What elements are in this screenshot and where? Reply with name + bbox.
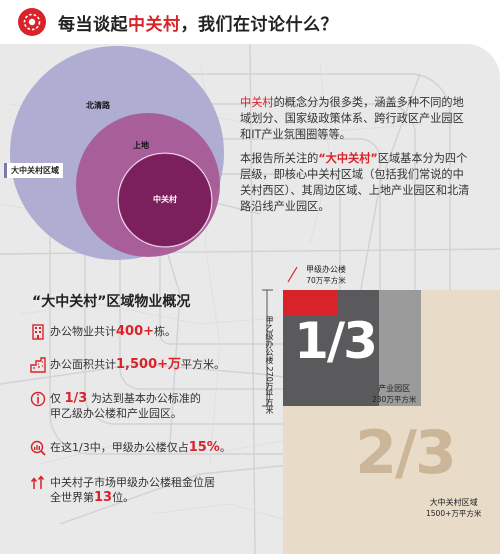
building-icon (32, 324, 44, 340)
stat-5-suffix: 位。 (112, 491, 135, 504)
grade-ab-value: 270万平方米 (265, 366, 274, 414)
description-paragraph-2: 本报告所关注的“大中关村”区域基本分为四个层级，即核心中关村区域（包括我们常说的… (240, 151, 472, 215)
stat-3-prefix: 仅 (50, 392, 65, 405)
city-map-background (0, 44, 500, 554)
area-icon (30, 357, 46, 373)
industrial-park-value: 230万平方米 (372, 395, 417, 404)
stat-1-suffix: 栋。 (154, 325, 177, 338)
grade-a-name: 甲级办公楼 (306, 265, 346, 274)
nested-circles-diagram (10, 46, 224, 260)
grade-ab-name: 甲乙级办公楼 (265, 316, 274, 364)
inner-circle-zhongguancun (119, 154, 211, 246)
fraction-two-thirds: 2/3 (355, 418, 456, 488)
rent-up-icon (30, 475, 45, 489)
stat-4-suffix: 。 (219, 441, 231, 454)
desc-highlight-1: 中关村 (240, 96, 274, 109)
circle-label-beiqinglu: 北清路 (86, 101, 110, 110)
description-paragraph-1: 中关村的概念分为很多类，涵盖多种不同的地域划分、国家级政策体系、跨行政区产业园区… (240, 95, 472, 143)
stat-3-suffix: 为达到基本办公标准的 (87, 392, 201, 405)
stat-1-value: 400+ (116, 324, 155, 339)
desc-highlight-2: “大中关村” (318, 152, 378, 165)
stat-2-suffix: 平方米。 (181, 358, 226, 371)
office-composition-chart (262, 266, 500, 554)
industrial-park-label: 产业园区 230万平方米 (372, 383, 416, 405)
stat-4-prefix: 在这1/3中，甲级办公楼仅占 (50, 441, 189, 454)
description-block: 中关村的概念分为很多类，涵盖多种不同的地域划分、国家级政策体系、跨行政区产业园区… (240, 95, 472, 223)
fraction-one-third: 1/3 (294, 312, 378, 370)
grade-a-label: 甲级办公楼 70万平方米 (306, 264, 346, 286)
title-highlight: 中关村 (128, 15, 181, 35)
desc-text-1: 的概念分为很多类，涵盖多种不同的地域划分、国家级政策体系、跨行政区产业园区和IT… (240, 96, 464, 141)
block-grade-a-office (283, 290, 337, 316)
stat-4-value: 15% (188, 440, 220, 455)
stat-1-prefix: 办公物业共计 (50, 325, 116, 338)
red-circle-logo-icon (18, 8, 46, 36)
circle-label-shangdi: 上地 (133, 141, 149, 150)
stat-5-line2-prefix: 全世界第 (50, 491, 94, 504)
grade-a-value: 70万平方米 (306, 276, 346, 285)
stat-5-value: 13 (94, 490, 113, 505)
circle-label-zhongguancun: 中关村 (153, 195, 177, 204)
desc-prefix-2: 本报告所关注的 (240, 152, 319, 165)
stat-3-line2: 甲乙级办公楼和产业园区。 (50, 407, 182, 420)
grade-a-pointer (287, 266, 298, 283)
industrial-park-name: 产业园区 (378, 384, 411, 393)
magnifier-chart-icon (30, 440, 46, 456)
title-suffix: ，我们在讨论什么？ (180, 15, 338, 35)
total-name: 大中关村区域 (429, 498, 478, 507)
page-title: 每当谈起中关村，我们在讨论什么？ (58, 10, 338, 35)
total-label: 大中关村区域 1500+万平方米 (426, 497, 481, 519)
total-value: 1500+万平方米 (426, 509, 482, 518)
stat-5-prefix: 中关村子市场甲级办公楼租金位居 (50, 476, 215, 489)
desc-text-2: 区域基本分为四个层级，即核心中关村区域（包括我们常说的中关村西区）、其周边区域、… (240, 152, 470, 213)
grade-ab-label: 甲乙级办公楼 270万平方米 (252, 316, 274, 414)
region-tag-big-zgc: 大中关村区域 (4, 163, 63, 178)
overview-title: “大中关村”区域物业概况 (32, 294, 191, 310)
title-prefix: 每当谈起 (58, 15, 128, 35)
stat-2-value: 1,500+万 (116, 357, 182, 372)
stat-3-value: 1/3 (64, 391, 88, 406)
stat-2-prefix: 办公面积共计 (50, 358, 116, 371)
fraction-icon (30, 391, 46, 407)
